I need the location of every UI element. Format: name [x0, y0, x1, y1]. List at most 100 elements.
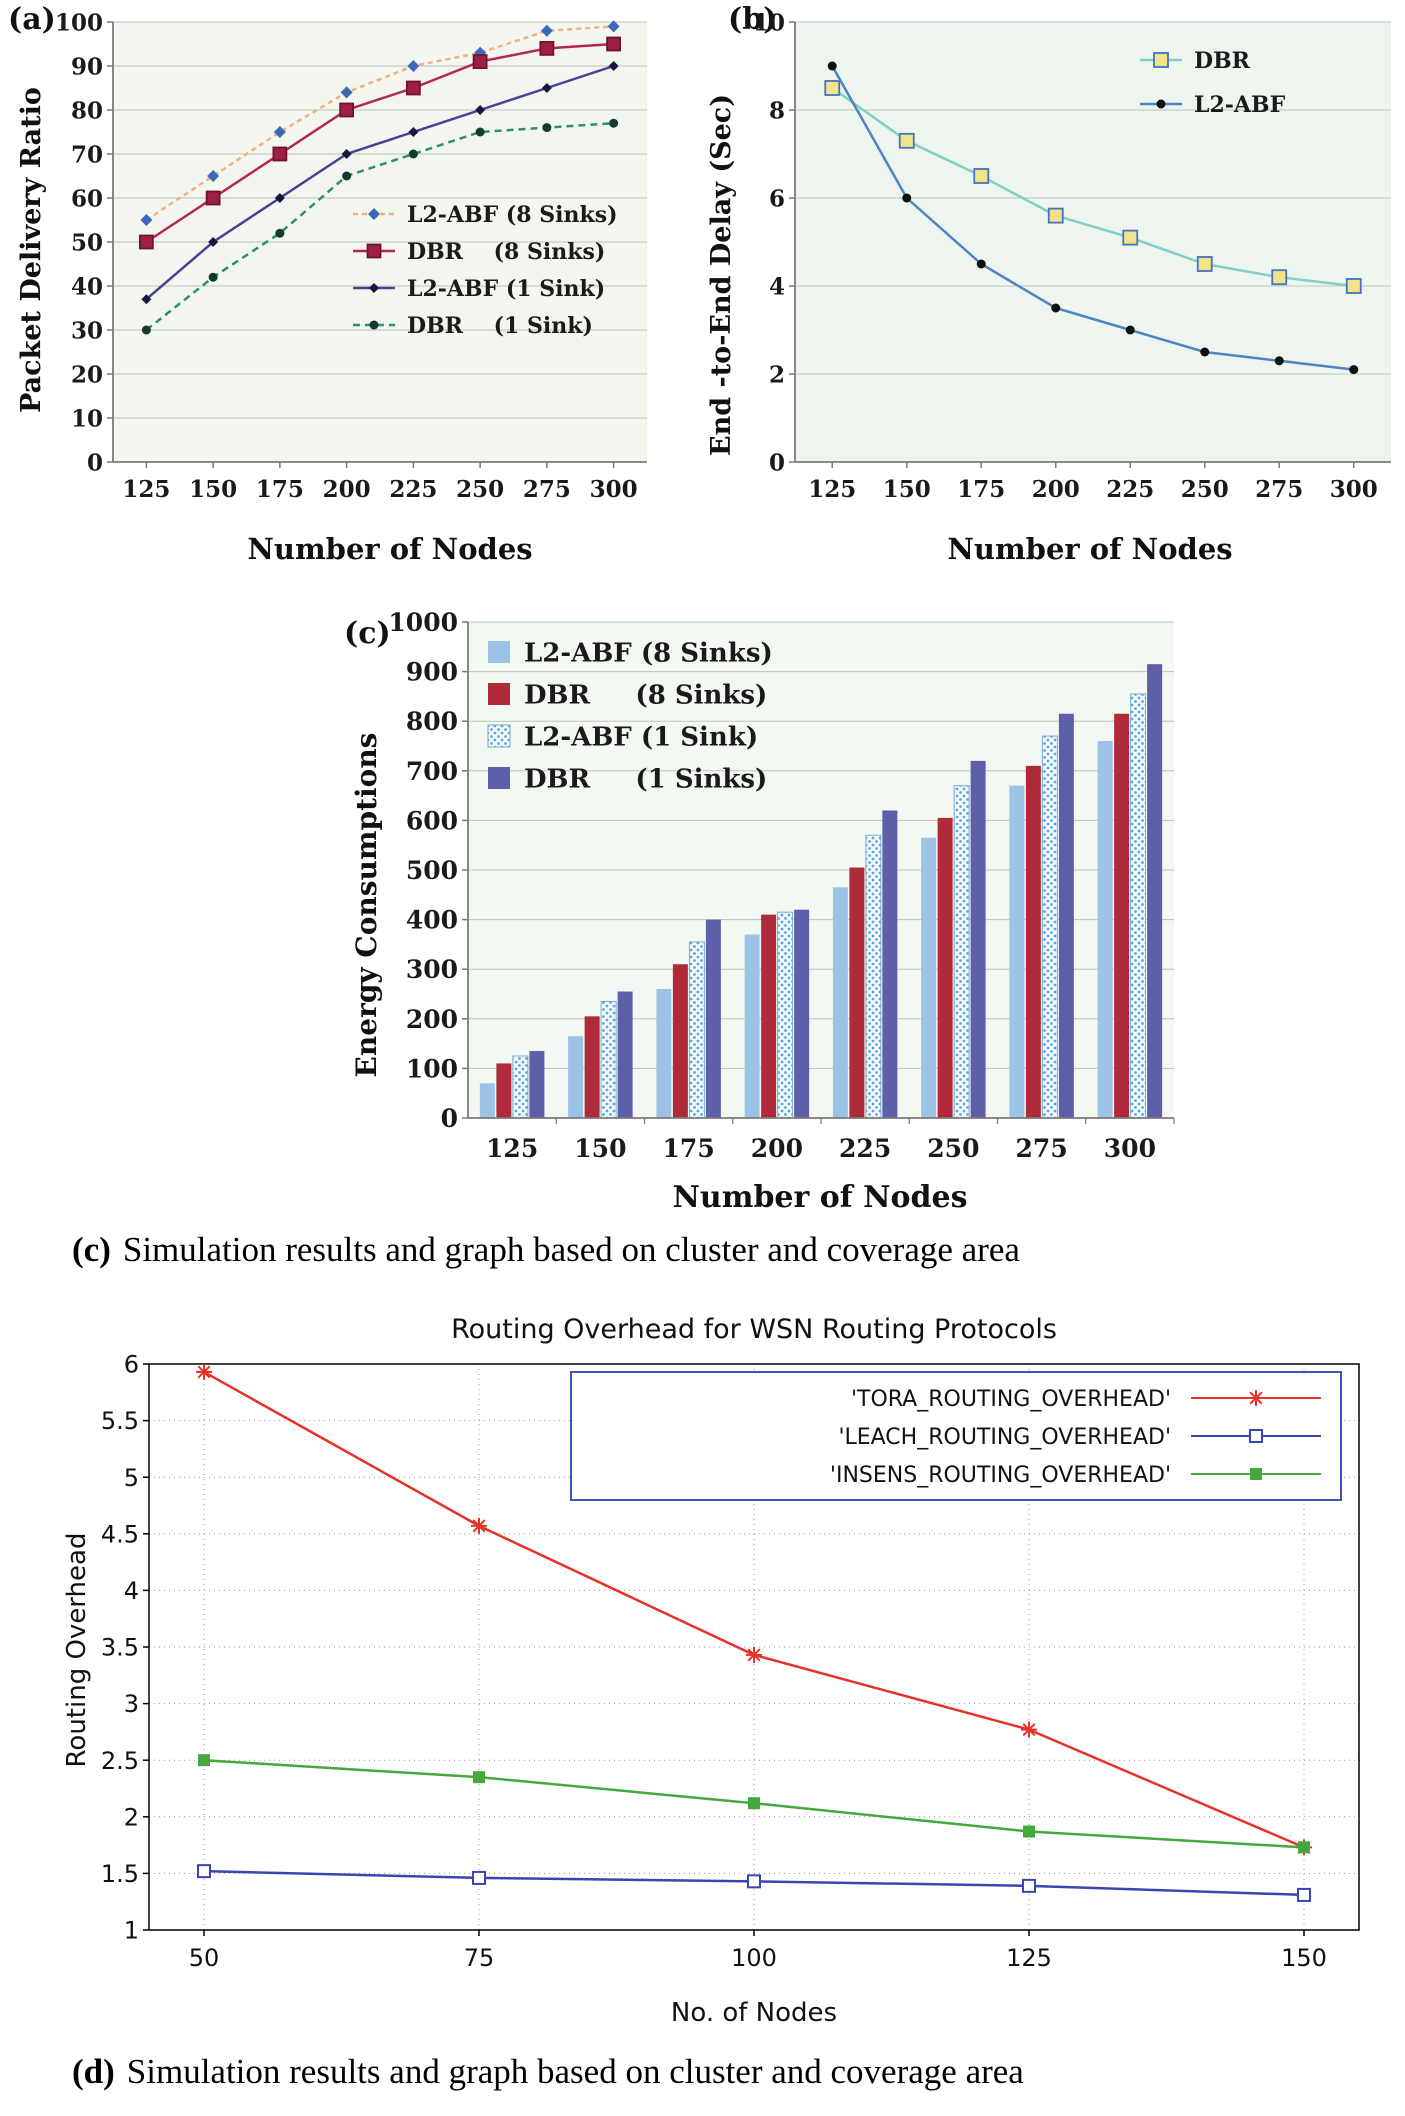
legend-label: L2-ABF (1 Sink): [407, 276, 605, 302]
series-line-3: [145, 121, 614, 331]
caption-c: (c) Simulation results and graph based on…: [72, 1230, 1020, 1270]
bar-1: [672, 964, 688, 1118]
svg-text:150: 150: [1281, 1944, 1327, 1972]
svg-text:100: 100: [406, 1054, 458, 1083]
panel-b-ylabel: End -to-End Delay (Sec): [706, 94, 737, 456]
routing-overhead-chart: 1 1.5 2 2.5 3 3.5 4 4.5 5 5.5 6 50 75 100 125 150 'TORA_…: [101, 1352, 1360, 1972]
legend-label: DBR (8 Sinks): [407, 239, 605, 265]
svg-text:4.5: 4.5: [101, 1520, 139, 1548]
svg-text:200: 200: [1032, 476, 1080, 503]
bar-0: [479, 1083, 495, 1118]
legend-label: DBR (8 Sinks): [524, 680, 767, 710]
panel-b-label: (b): [728, 2, 778, 37]
svg-text:0: 0: [87, 449, 103, 476]
bar-0: [832, 887, 848, 1118]
svg-text:800: 800: [406, 707, 458, 736]
bar-1: [496, 1063, 512, 1118]
series-line-2: [145, 64, 615, 301]
series-line-0: [831, 86, 1354, 288]
bar-1: [761, 914, 777, 1118]
bar-2: [1130, 693, 1147, 1119]
legend-label: L2-ABF (8 Sinks): [407, 202, 618, 228]
svg-text:8: 8: [769, 97, 785, 124]
bar-1: [1025, 765, 1041, 1118]
packet-delivery-ratio-chart: 0 10 20 30 40 50 60 70 80 90 100 125 150 175 200 225 250…: [55, 9, 647, 503]
svg-text:20: 20: [71, 361, 103, 388]
svg-text:125: 125: [486, 1134, 538, 1163]
bar-3: [794, 909, 810, 1118]
bar-3: [705, 919, 721, 1118]
svg-text:1.5: 1.5: [101, 1860, 139, 1888]
svg-text:1: 1: [124, 1917, 139, 1945]
bar-0: [656, 989, 672, 1118]
bar-1: [849, 867, 865, 1118]
series-line-1: [145, 42, 614, 244]
caption-d-text: Simulation results and graph based on cl…: [126, 2052, 1024, 2091]
bar-2: [600, 1000, 617, 1119]
svg-text:10: 10: [71, 405, 103, 432]
svg-text:0: 0: [769, 449, 785, 476]
svg-text:900: 900: [406, 658, 458, 687]
caption-c-text: Simulation results and graph based on cl…: [122, 1230, 1020, 1269]
caption-d-label: (d): [72, 2052, 115, 2091]
svg-text:300: 300: [406, 955, 458, 984]
bar-3: [882, 810, 898, 1118]
svg-text:70: 70: [71, 141, 103, 168]
svg-text:150: 150: [574, 1134, 626, 1163]
svg-text:225: 225: [839, 1134, 891, 1163]
svg-text:250: 250: [456, 476, 504, 503]
caption-d: (d) Simulation results and graph based on…: [72, 2052, 1024, 2092]
svg-text:50: 50: [189, 1944, 220, 1972]
svg-text:60: 60: [71, 185, 103, 212]
caption-c-label: (c): [72, 1230, 111, 1269]
svg-text:125: 125: [1006, 1944, 1052, 1972]
svg-text:150: 150: [189, 476, 237, 503]
panel-a-label: (a): [8, 2, 56, 37]
svg-text:175: 175: [256, 476, 304, 503]
bar-2: [953, 785, 970, 1119]
svg-text:200: 200: [751, 1134, 803, 1163]
series-line-0: [145, 25, 614, 222]
svg-text:300: 300: [1104, 1134, 1156, 1163]
panel-c-ylabel: Energy Consumptions: [350, 732, 383, 1078]
panel-b-xlabel: Number of Nodes: [947, 532, 1233, 566]
bar-2: [1041, 735, 1058, 1119]
svg-text:275: 275: [523, 476, 571, 503]
bar-3: [1058, 713, 1074, 1118]
series-line-1: [831, 65, 1354, 371]
svg-text:300: 300: [1330, 476, 1378, 503]
svg-text:4: 4: [124, 1577, 139, 1605]
svg-text:30: 30: [71, 317, 103, 344]
svg-text:100: 100: [731, 1944, 777, 1972]
bar-0: [1009, 785, 1025, 1118]
legend-label: DBR (1 Sinks): [524, 764, 767, 794]
svg-text:2: 2: [124, 1803, 139, 1831]
svg-text:225: 225: [389, 476, 437, 503]
svg-text:275: 275: [1255, 476, 1303, 503]
svg-text:200: 200: [406, 1005, 458, 1034]
panel-d-xlabel: No. of Nodes: [670, 1998, 838, 2028]
svg-text:125: 125: [808, 476, 856, 503]
bar-3: [529, 1051, 545, 1118]
legend-label: L2-ABF (1 Sink): [524, 722, 758, 752]
legend-label: DBR: [1194, 48, 1251, 74]
bar-3: [1147, 664, 1163, 1118]
svg-text:3.5: 3.5: [101, 1634, 139, 1662]
svg-text:225: 225: [1106, 476, 1154, 503]
svg-text:80: 80: [71, 97, 103, 124]
panel-c-label: (c): [344, 616, 391, 651]
svg-text:5.5: 5.5: [101, 1407, 139, 1435]
bar-0: [568, 1036, 584, 1118]
bar-2: [688, 941, 705, 1119]
svg-text:2.5: 2.5: [101, 1747, 139, 1775]
svg-text:175: 175: [957, 476, 1005, 503]
svg-text:300: 300: [590, 476, 638, 503]
svg-text:50: 50: [71, 229, 103, 256]
panel-c-xlabel: Number of Nodes: [672, 1180, 968, 1215]
svg-text:6: 6: [124, 1352, 139, 1379]
svg-text:150: 150: [883, 476, 931, 503]
bar-2: [777, 911, 794, 1119]
panel-a-xlabel: Number of Nodes: [247, 532, 533, 566]
svg-text:2: 2: [769, 361, 785, 388]
panel-a-ylabel: Packet Delivery Ratio: [16, 87, 47, 413]
